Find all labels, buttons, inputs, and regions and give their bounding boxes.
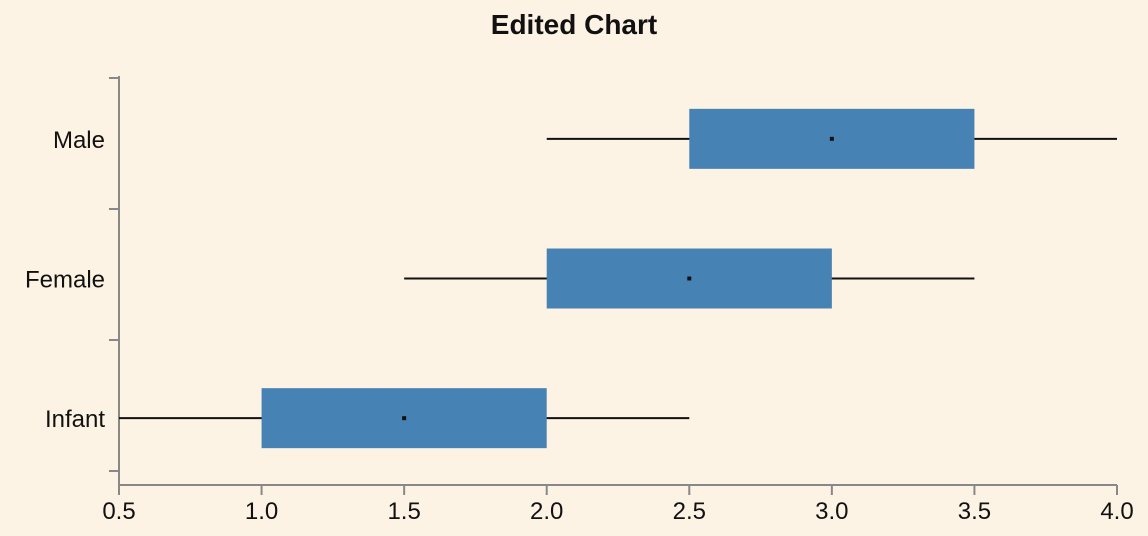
x-tick-label: 2.0 [530, 498, 563, 525]
x-tick-label: 3.5 [958, 498, 991, 525]
y-category-label: Female [25, 267, 105, 294]
x-tick-label: 0.5 [102, 498, 135, 525]
y-category-label: Infant [45, 406, 105, 433]
x-tick-label: 1.0 [245, 498, 278, 525]
median-marker [402, 416, 407, 421]
chart-title: Edited Chart [491, 9, 657, 40]
median-marker [829, 136, 834, 141]
x-tick-label: 4.0 [1100, 498, 1133, 525]
x-tick-label: 1.5 [387, 498, 420, 525]
y-category-label: Male [53, 127, 105, 154]
plot-area: 0.5 1.0 1.5 2.0 2.5 3.0 3.5 4.0 Male Female Infant [25, 76, 1134, 525]
x-tick-label: 2.5 [673, 498, 706, 525]
x-tick-label: 3.0 [815, 498, 848, 525]
median-marker [687, 276, 692, 281]
